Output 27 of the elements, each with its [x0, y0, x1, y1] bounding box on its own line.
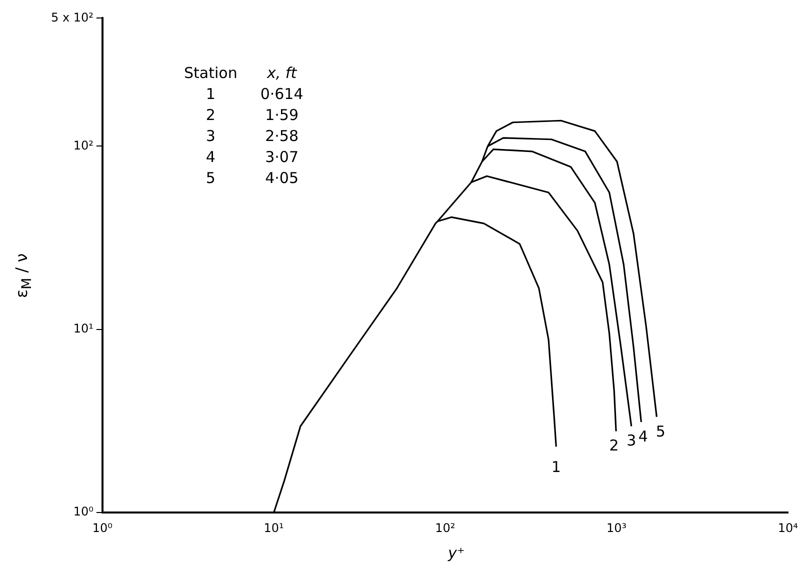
x-tick-label: 10¹: [264, 520, 284, 535]
text: 5: [206, 169, 216, 187]
annotation: 1·59: [264, 105, 300, 126]
y-tick-label: 10⁰: [73, 504, 94, 519]
y-tick-label: 10²: [73, 138, 94, 152]
x-tick-label: 10³: [606, 520, 627, 535]
annotation: 2·58: [264, 126, 300, 147]
annotation: 3·07: [264, 147, 300, 168]
x-tick-label: 10⁰: [92, 520, 113, 535]
annotation: 0·614: [259, 84, 304, 105]
series-label: 5: [656, 422, 666, 440]
x-tick-label: 10⁴: [778, 520, 798, 535]
text: 3: [206, 127, 216, 145]
annotation: Station: [183, 63, 238, 84]
y-tick-label: 5 x 10²: [50, 10, 94, 24]
series-label: 3: [626, 432, 636, 450]
series-label: 2: [609, 436, 619, 455]
text: 2: [206, 106, 216, 124]
text: 4: [206, 148, 216, 166]
text: 1: [206, 85, 216, 103]
annotation: 4·05: [264, 168, 300, 189]
series-label: 1: [551, 458, 561, 476]
x-axis-title: y⁺: [448, 544, 465, 562]
y-tick-label: 10¹: [73, 322, 94, 336]
annotation: x, ft: [266, 63, 298, 84]
series-label: 4: [638, 427, 648, 446]
x-tick-label: 10²: [435, 520, 456, 535]
